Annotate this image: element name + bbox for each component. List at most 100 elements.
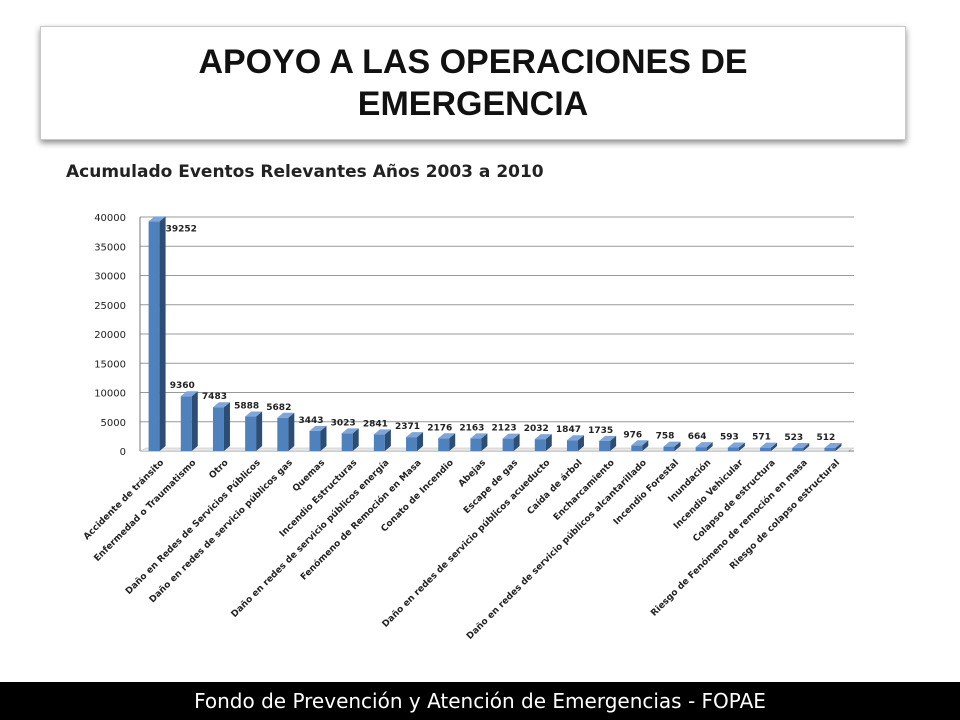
y-tick-label: 25000 [94,301,126,312]
bar [534,439,546,451]
data-label: 39252 [166,224,197,234]
bar-side [191,391,198,451]
data-label: 2032 [524,424,549,434]
bar-side [481,433,488,451]
category-label: Caída de árbol [526,458,585,517]
bar-top [566,435,584,441]
bar [695,447,707,451]
bar-side [706,442,713,451]
data-label: 664 [688,432,707,442]
bar-side [352,428,359,451]
bar-top [341,428,359,434]
category-label: Riesgo de Fenómeno de remoción en masa [649,457,810,618]
y-tick-label: 40000 [94,213,126,224]
data-label: 3443 [298,416,323,426]
category-label: Encharcamiento [552,458,617,523]
data-label: 976 [623,430,642,440]
category-label: Otro [208,458,231,481]
bar-side [610,435,617,451]
bar [502,438,514,451]
bar-chart: 0 5000 10000 15000 20000 25000 30000 35000 40000… [82,213,855,642]
bar-top [792,442,810,448]
bar-top [631,440,649,446]
bar-top [245,411,263,417]
chart-title: Acumulado Eventos Relevantes Años 2003 a… [66,162,544,182]
bar-top [824,443,842,449]
bar-top [309,425,327,431]
bar [631,445,643,451]
bar-top [212,402,230,408]
category-label: Daño en redes de servicio públicos energ… [230,458,392,620]
y-tick-label: 30000 [94,272,126,283]
data-label: 2841 [363,419,388,429]
category-label: Escape de gas [462,458,520,516]
bar [470,438,482,451]
bar [245,416,257,451]
footer-text: Fondo de Prevención y Atención de Emerge… [194,689,766,713]
bar-side [835,443,842,451]
bar [406,437,418,451]
bar-top [180,391,198,397]
data-label: 2176 [427,423,452,433]
data-label: 2371 [395,422,420,432]
bar-side [642,440,649,451]
bar-side [545,434,552,451]
bar-side [288,412,295,451]
bar [180,396,192,451]
data-label: 5682 [266,403,291,413]
category-label: Abejas [457,458,488,489]
y-tick-label: 0 [120,447,126,458]
bar-side [674,441,681,451]
data-label: 5888 [234,402,259,412]
bar-top [148,216,166,222]
bar-top [406,432,424,438]
y-tick-label: 5000 [101,418,126,429]
bar-side [513,433,520,451]
bar [760,447,772,451]
bar-side [738,442,745,451]
bar-side [159,216,166,451]
bar [277,417,289,451]
data-label: 9360 [170,381,195,391]
data-label: 523 [784,433,803,443]
page-title: APOYO A LAS OPERACIONES DE EMERGENCIA [198,43,748,123]
data-label: 758 [656,432,675,442]
bar-top [695,442,713,448]
bar-side [384,429,391,451]
data-label: 571 [752,433,771,443]
data-label: 3023 [331,418,356,428]
data-label: 2163 [459,423,484,433]
bar-side [449,433,456,451]
bar [566,440,578,451]
bar-side [320,425,327,451]
y-tick-label: 20000 [94,330,126,341]
data-label: 593 [720,433,739,443]
y-tick-label: 35000 [94,242,126,253]
bar-top [727,442,745,448]
footer: Fondo de Prevención y Atención de Emerge… [0,682,960,720]
title-box: APOYO A LAS OPERACIONES DE EMERGENCIA [40,26,906,140]
bar-top [277,412,295,418]
bar-side [803,442,810,451]
bar-top [760,442,778,448]
bar-top [534,434,552,440]
data-label: 512 [817,433,836,443]
bar [438,438,450,451]
data-label: 7483 [202,392,227,402]
bar [373,434,385,451]
y-tick-label: 10000 [94,389,126,400]
bar [599,440,611,451]
bar [792,447,804,451]
bar-side [771,442,778,451]
y-tick-label: 15000 [94,359,126,370]
bar-top [502,433,520,439]
bar-top [373,429,391,435]
bar [148,221,160,451]
bar-top [470,433,488,439]
bar-top [438,433,456,439]
bar [824,448,836,451]
category-label: Fenómeno de Remoción en Masa [298,457,423,582]
bar [309,430,321,451]
bar [727,447,739,451]
bar-top [663,441,681,447]
